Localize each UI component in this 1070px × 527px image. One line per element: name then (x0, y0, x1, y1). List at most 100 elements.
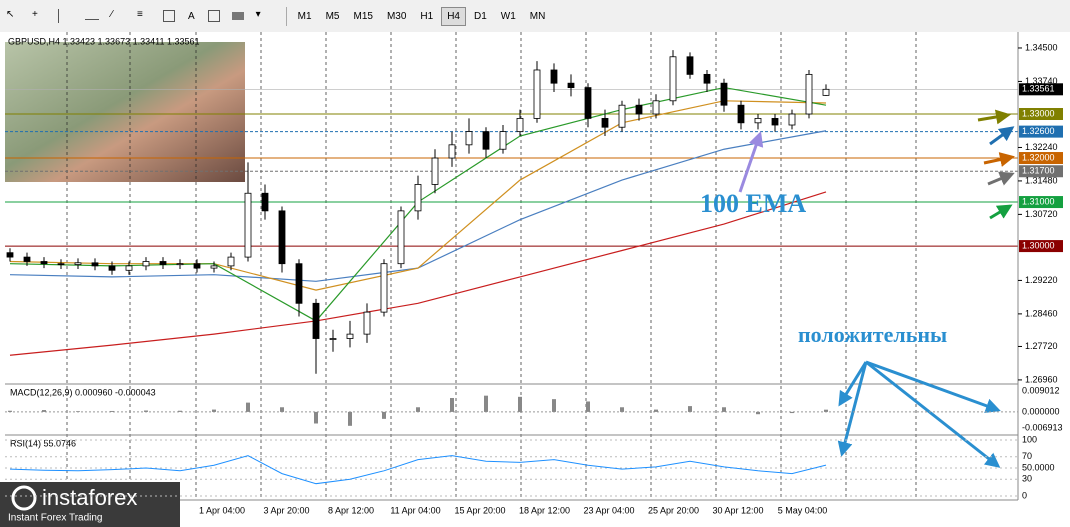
level-label: 1.30000 (1022, 240, 1055, 250)
candle-body (244, 192, 252, 258)
shape-tool[interactable] (231, 12, 244, 20)
candle-body (533, 69, 541, 119)
candle-body (125, 265, 133, 271)
period-button[interactable]: M1 (297, 10, 312, 22)
plot-area (5, 32, 1018, 500)
candle-body (618, 104, 626, 128)
candle-body (703, 73, 711, 84)
annotation: 100 EMA (700, 189, 806, 218)
candle-body (431, 157, 439, 185)
logo-icon (11, 485, 37, 511)
trendline-tool[interactable]: ∕ (111, 9, 113, 20)
candle-body (669, 56, 677, 102)
candle-body (686, 56, 694, 75)
arrow (838, 361, 868, 407)
candle-body (227, 256, 235, 267)
candle-body (346, 333, 354, 339)
fibo-tool[interactable] (163, 10, 175, 22)
y-tick-label: 1.33740 (1025, 76, 1058, 86)
candle-body (210, 265, 218, 269)
period-button[interactable]: M30 (386, 10, 407, 22)
candle-body (414, 184, 422, 212)
y-tick-label: 1.30720 (1025, 209, 1058, 219)
arrow (837, 361, 868, 457)
candle-body (788, 113, 796, 126)
candle-body (74, 262, 82, 265)
level-label: 1.31000 (1022, 196, 1055, 206)
rsi-line (9, 455, 827, 485)
channel-tool[interactable]: ≡ (137, 9, 143, 20)
y-tick-label: 1.26960 (1025, 374, 1058, 384)
candle-body (57, 263, 65, 266)
arrow (865, 360, 1001, 468)
period-button[interactable]: M15 (353, 10, 373, 22)
rsi-tick-label: 30 (1022, 474, 1032, 484)
x-tick-label: 25 Apr 20:00 (648, 505, 699, 515)
rsi-tick-label: 50.0000 (1022, 462, 1055, 472)
level-label: 1.32000 (1022, 152, 1055, 162)
candle-body (652, 100, 660, 115)
macd-label: MACD(12,26,9) 0.000960 -0.000043 (10, 387, 156, 397)
level-label-box (1019, 125, 1063, 138)
candle-body (567, 82, 575, 88)
rsi-tick-label: 0 (1022, 490, 1027, 500)
candle-body (40, 261, 48, 265)
logo-tagline: Instant Forex Trading (8, 513, 103, 524)
y-tick-label: 1.32240 (1025, 142, 1058, 152)
x-tick-label: 30 Apr 12:00 (712, 505, 763, 515)
candle-body (142, 261, 150, 267)
candle-body (635, 104, 643, 115)
current-price-box (1019, 83, 1063, 96)
x-tick-label: 3 Apr 20:00 (263, 505, 309, 515)
candle-body (584, 87, 592, 119)
level-label-box (1019, 108, 1063, 121)
arrow (977, 109, 1011, 125)
current-price-label: 1.33561 (1022, 84, 1055, 94)
candle-body (380, 263, 388, 313)
arrow (989, 126, 1015, 146)
candle-body (176, 263, 184, 266)
candle-body (108, 265, 116, 271)
x-tick-label: 1 Apr 04:00 (199, 505, 245, 515)
y-tick-label: 1.34500 (1025, 42, 1058, 52)
candle-body (6, 252, 14, 258)
vline-tool[interactable] (58, 9, 73, 23)
toolbar: ↖ + ∕ ≡ A ▾ M1 M5 M15 M30 H1 H4 D1 W1 MN (0, 0, 1070, 33)
y-tick-label: 1.31480 (1025, 175, 1058, 185)
x-tick-label: 8 Apr 12:00 (328, 505, 374, 515)
logo-name: instaforex (42, 485, 137, 510)
candle-body (295, 263, 303, 304)
y-tick-label: 1.28460 (1025, 308, 1058, 318)
period-button[interactable]: MN (529, 10, 546, 22)
candle-body (91, 262, 99, 267)
period-button[interactable]: M5 (325, 10, 340, 22)
candle-body (499, 131, 507, 150)
level-label-box (1019, 152, 1063, 165)
candle-body (261, 192, 269, 212)
arrow (987, 171, 1015, 186)
annotation: положительны (798, 322, 947, 347)
candle-body (601, 118, 609, 128)
hline-tool[interactable] (85, 12, 99, 20)
cursor-tool[interactable]: ↖ (6, 9, 15, 20)
x-tick-label: 18 Apr 12:00 (519, 505, 570, 515)
text-tool[interactable]: A (188, 10, 195, 22)
period-button[interactable]: D1 (473, 10, 487, 22)
crosshair-tool[interactable]: + (32, 9, 38, 20)
candle-body (193, 263, 201, 269)
arrow (865, 360, 1001, 413)
macd-tick-label: 0.009012 (1022, 385, 1060, 395)
rsi-tick-label: 100 (1022, 434, 1037, 444)
candle-body (329, 338, 337, 340)
period-button[interactable]: H4 (441, 6, 466, 26)
period-button[interactable]: W1 (500, 10, 516, 22)
x-tick-label: 23 Apr 04:00 (583, 505, 634, 515)
candle-body (23, 256, 31, 262)
label-tool[interactable] (207, 10, 220, 22)
x-tick-label: 5 May 04:00 (778, 505, 828, 515)
period-button[interactable]: H1 (420, 10, 434, 22)
x-tick-label: 11 Apr 04:00 (390, 505, 440, 515)
candle-body (754, 118, 762, 124)
arrows-tool[interactable]: ▾ (255, 9, 261, 20)
